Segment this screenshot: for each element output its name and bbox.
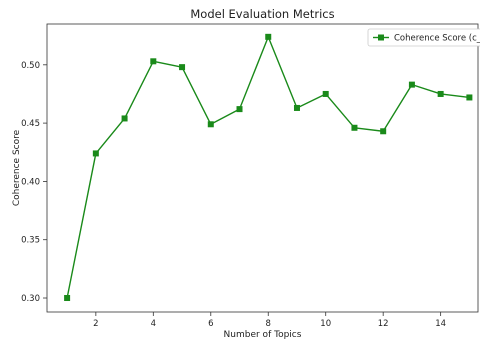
series-line	[66, 36, 470, 299]
x-tick-label: 2	[93, 319, 98, 329]
x-tick-label: 10	[320, 319, 331, 329]
x-axis: 2 4 6 8 10 12 14	[93, 312, 446, 329]
data-point	[207, 121, 214, 128]
x-tick-label: 14	[435, 319, 446, 329]
data-point	[408, 81, 415, 88]
data-point	[64, 295, 71, 302]
legend-marker	[378, 34, 384, 41]
plot-border	[46, 23, 479, 313]
y-axis-label: Coherence Score	[12, 129, 22, 206]
plot-frame	[46, 23, 479, 313]
data-point	[351, 124, 358, 131]
x-tick-label: 12	[378, 319, 389, 329]
data-point	[322, 90, 329, 97]
data-point	[92, 150, 99, 157]
x-tick-label: 6	[208, 319, 213, 329]
legend-label: Coherence Score (c_v	[394, 34, 480, 44]
legend: Coherence Score (c_v	[367, 28, 480, 47]
data-point	[466, 94, 473, 101]
x-axis-label: Number of Topics	[224, 330, 302, 340]
y-tick-label: 0.45	[21, 119, 40, 129]
chart-title: Model Evaluation Metrics	[190, 7, 334, 21]
y-tick-label: 0.40	[21, 177, 40, 187]
data-point	[179, 64, 186, 71]
data-point	[265, 33, 272, 40]
x-tick-label: 8	[266, 319, 271, 329]
legend-box	[367, 28, 480, 47]
y-tick-label: 0.35	[21, 236, 40, 246]
data-point	[121, 115, 128, 122]
x-tick-label: 4	[151, 319, 156, 329]
data-point	[150, 58, 157, 65]
data-point	[293, 104, 300, 111]
y-tick-label: 0.50	[21, 61, 40, 71]
data-point	[437, 90, 444, 97]
data-point	[236, 106, 243, 113]
data-point	[380, 128, 387, 135]
series-layer	[64, 33, 473, 302]
y-tick-label: 0.30	[21, 294, 40, 304]
y-axis: 0.30 0.35 0.40 0.45 0.50	[21, 61, 47, 304]
